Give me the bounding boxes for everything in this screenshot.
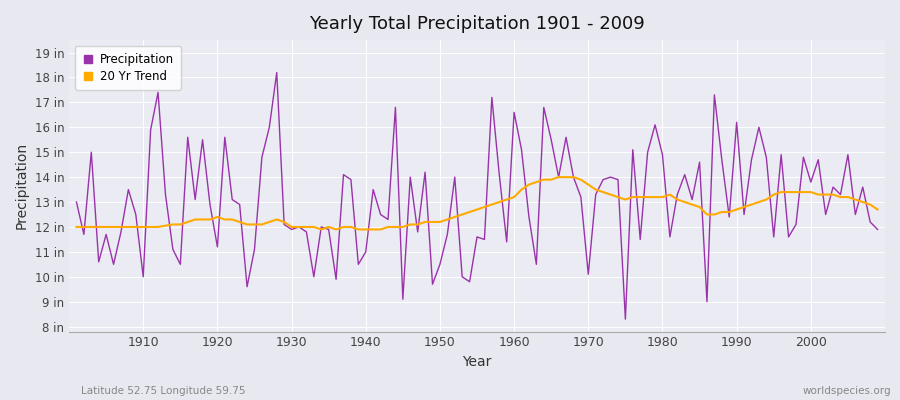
Text: worldspecies.org: worldspecies.org: [803, 386, 891, 396]
X-axis label: Year: Year: [463, 355, 491, 369]
Title: Yearly Total Precipitation 1901 - 2009: Yearly Total Precipitation 1901 - 2009: [309, 15, 645, 33]
Y-axis label: Precipitation: Precipitation: [15, 142, 29, 230]
Text: Latitude 52.75 Longitude 59.75: Latitude 52.75 Longitude 59.75: [81, 386, 246, 396]
Legend: Precipitation, 20 Yr Trend: Precipitation, 20 Yr Trend: [75, 46, 181, 90]
